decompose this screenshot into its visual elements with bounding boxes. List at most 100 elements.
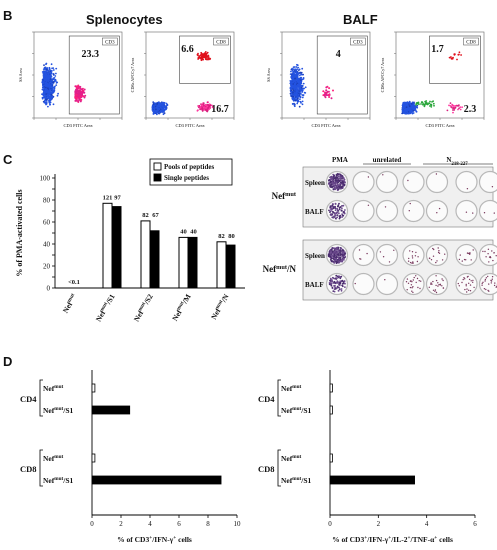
event-dot bbox=[47, 69, 50, 72]
spot bbox=[338, 275, 340, 278]
cd4-event-dot bbox=[204, 107, 207, 109]
spot bbox=[379, 251, 382, 253]
cd3-event-dot bbox=[322, 90, 325, 93]
event-dot bbox=[44, 66, 46, 69]
event-dot bbox=[405, 106, 408, 108]
x-tick-label: 10 bbox=[234, 520, 242, 528]
spot bbox=[437, 285, 439, 287]
spot bbox=[332, 216, 335, 219]
event-dot bbox=[291, 67, 293, 70]
spot bbox=[435, 275, 437, 277]
bar-pools bbox=[178, 236, 189, 289]
event-dot bbox=[300, 73, 302, 75]
event-dot bbox=[293, 86, 295, 89]
row-label: Nefmut bbox=[281, 384, 302, 393]
spot bbox=[409, 261, 412, 264]
spot bbox=[384, 279, 386, 281]
event-dot bbox=[52, 69, 55, 71]
bar bbox=[329, 405, 333, 415]
event-dot bbox=[50, 91, 53, 94]
event-dot bbox=[300, 79, 302, 82]
well bbox=[425, 199, 449, 223]
spot bbox=[435, 291, 438, 294]
event-dot bbox=[53, 89, 56, 92]
spot bbox=[410, 284, 413, 286]
green-event-dot bbox=[422, 103, 425, 105]
spot bbox=[415, 251, 417, 254]
cd3-event-dot bbox=[325, 91, 328, 94]
spot bbox=[327, 255, 330, 258]
value-label-single: 40 bbox=[190, 228, 197, 235]
event-dot bbox=[290, 70, 292, 73]
event-dot bbox=[296, 68, 298, 71]
cd3-event-dot bbox=[77, 100, 80, 103]
header-unrelated: unrelated bbox=[373, 156, 402, 164]
spot bbox=[331, 247, 334, 249]
spot bbox=[408, 257, 410, 260]
bar-single bbox=[225, 244, 236, 289]
spot bbox=[336, 250, 339, 253]
spot bbox=[338, 288, 341, 291]
event-dot bbox=[299, 74, 301, 77]
cd4-event-dot bbox=[450, 106, 453, 108]
event-dot bbox=[299, 98, 301, 100]
cd8-event-dot bbox=[202, 56, 205, 58]
plot-x-label: CD3 FITC Area bbox=[64, 123, 93, 128]
spot bbox=[472, 281, 474, 283]
spot bbox=[472, 249, 474, 251]
cd3-event-dot bbox=[79, 87, 82, 90]
spot bbox=[433, 248, 435, 251]
spot bbox=[340, 289, 343, 292]
spot bbox=[430, 283, 432, 285]
event-dot bbox=[297, 93, 300, 96]
well bbox=[455, 199, 478, 223]
spot bbox=[341, 174, 343, 177]
cd3-event-dot bbox=[77, 84, 80, 87]
spot bbox=[458, 258, 461, 261]
event-dot bbox=[43, 101, 46, 103]
event-dot bbox=[49, 103, 51, 106]
cd3-event-dot bbox=[78, 93, 81, 96]
well bbox=[352, 170, 375, 194]
spot bbox=[437, 251, 440, 254]
event-dot bbox=[164, 105, 167, 108]
spot bbox=[406, 278, 409, 280]
cd8-event-dot bbox=[200, 59, 203, 62]
spot bbox=[336, 208, 339, 211]
spot bbox=[344, 209, 346, 211]
spot bbox=[469, 252, 471, 254]
cd4-event-dot bbox=[459, 106, 462, 109]
group-bracket bbox=[39, 379, 43, 417]
x-axis-label: % of CD3+/IFN-γ+/IL-2+/TNF-α+ cells bbox=[332, 535, 453, 544]
spot bbox=[407, 282, 410, 284]
plot-y-label: SS Area bbox=[18, 68, 23, 82]
spot bbox=[329, 252, 332, 254]
cd3-event-dot bbox=[74, 97, 77, 99]
event-dot bbox=[50, 79, 53, 82]
spot bbox=[412, 291, 414, 294]
event-dot bbox=[404, 104, 407, 107]
spot bbox=[411, 257, 414, 259]
event-dot bbox=[304, 86, 307, 89]
spot bbox=[334, 214, 337, 216]
cd8-event-dot bbox=[203, 55, 206, 57]
spot bbox=[432, 280, 434, 283]
spot bbox=[335, 174, 338, 177]
spot bbox=[409, 250, 411, 252]
cd4-event-dot bbox=[202, 102, 205, 105]
group-label: Nefmut bbox=[272, 191, 297, 202]
event-dot bbox=[159, 103, 162, 106]
spot bbox=[461, 281, 463, 284]
spot bbox=[334, 183, 337, 186]
y-tick-label: 60 bbox=[43, 219, 51, 227]
spot bbox=[481, 284, 483, 286]
row-label: Nefmut bbox=[43, 384, 64, 393]
event-dot bbox=[299, 71, 302, 74]
event-dot bbox=[153, 106, 156, 108]
event-dot bbox=[301, 103, 304, 106]
spot bbox=[339, 173, 342, 176]
spot bbox=[339, 214, 342, 217]
spot bbox=[464, 288, 466, 291]
bar bbox=[91, 475, 222, 485]
row-label: Spleen bbox=[305, 179, 325, 187]
